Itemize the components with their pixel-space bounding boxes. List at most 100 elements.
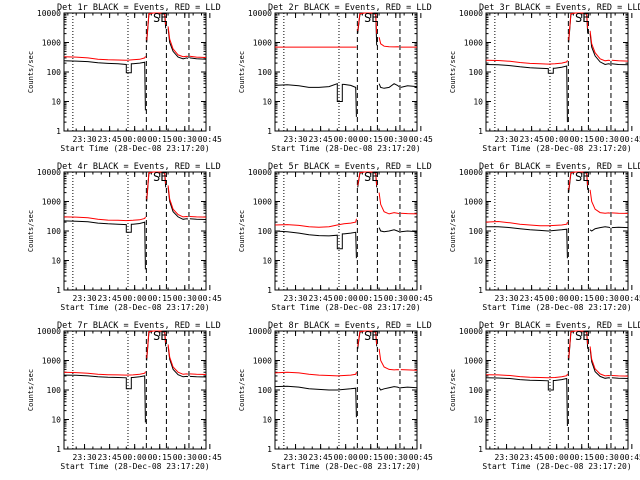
x-axis-label: Start Time (28-Dec-08 23:17:20) [271, 303, 420, 312]
series-line [357, 171, 378, 186]
x-tick-label: 00:15 [359, 294, 383, 303]
series-line [357, 330, 378, 347]
y-tick-label: 100 [258, 227, 273, 236]
x-tick-label: 00:45 [409, 294, 433, 303]
x-axis-label: Start Time (28-Dec-08 23:17:20) [60, 144, 209, 153]
x-tick-label: 23:30 [73, 453, 97, 462]
y-tick-label: 1 [267, 127, 272, 136]
y-tick-label: 10 [262, 416, 272, 425]
panel-title: Det 1r BLACK = Events, RED = LLD [57, 3, 221, 13]
y-tick-label: 1 [56, 286, 61, 295]
x-tick-label: 00:00 [545, 294, 569, 303]
x-tick-label: 00:30 [173, 135, 197, 144]
se-marker-label: SE [575, 170, 589, 184]
series-events [63, 12, 207, 111]
series-lld [63, 171, 207, 222]
series-events [274, 171, 418, 259]
series-lld [274, 171, 418, 228]
detector-panel: 1 10 100 1000 10000 23:30 23:45 00:00 00:15 00:30… [238, 162, 433, 312]
series-events [485, 12, 629, 123]
series-line [589, 33, 611, 66]
panel-title: Det 9r BLACK = Events, RED = LLD [479, 321, 640, 331]
panel-title: Det 7r BLACK = Events, RED = LLD [57, 321, 221, 331]
series-line [485, 220, 568, 227]
y-tick-label: 10 [51, 98, 61, 107]
x-tick-label: 00:45 [198, 135, 222, 144]
y-tick-label: 1 [56, 445, 61, 454]
series-line [611, 375, 629, 377]
x-tick-label: 23:30 [284, 453, 308, 462]
x-tick-label: 00:15 [570, 294, 594, 303]
x-tick-label: 00:15 [570, 453, 594, 462]
x-tick-label: 23:30 [284, 294, 308, 303]
x-tick-label: 23:45 [98, 135, 122, 144]
x-tick-label: 23:30 [495, 135, 519, 144]
series-line [378, 83, 400, 89]
series-lld [63, 12, 207, 61]
x-tick-label: 00:30 [173, 453, 197, 462]
series-line [611, 59, 629, 62]
x-tick-label: 23:30 [284, 135, 308, 144]
series-line [274, 218, 357, 228]
x-tick-label: 23:45 [520, 135, 544, 144]
x-tick-label: 00:30 [595, 294, 619, 303]
series-line [189, 216, 207, 218]
y-tick-label: 100 [47, 68, 62, 77]
x-tick-label: 23:45 [309, 135, 333, 144]
detector-panel: 1 10 100 1000 10000 23:30 23:45 00:00 00:15 00:30… [238, 321, 433, 471]
panel-title: Det 6r BLACK = Events, RED = LLD [479, 162, 640, 172]
series-line [146, 330, 167, 359]
x-tick-label: 00:00 [334, 135, 358, 144]
series-lld [274, 330, 418, 377]
x-tick-label: 00:15 [148, 294, 172, 303]
y-tick-label: 1 [478, 127, 483, 136]
series-line [485, 64, 568, 123]
y-tick-label: 10 [262, 98, 272, 107]
x-tick-label: 23:30 [495, 453, 519, 462]
y-axis-label: Counts/sec [238, 369, 246, 411]
series-line [589, 348, 611, 379]
y-tick-label: 10 [51, 416, 61, 425]
plot-frame [63, 12, 207, 132]
y-tick-label: 1000 [464, 198, 483, 207]
series-line [486, 226, 568, 259]
series-line [167, 185, 189, 218]
y-tick-label: 10 [473, 257, 483, 266]
series-lld [485, 12, 629, 65]
series-line [400, 230, 418, 233]
y-axis-label: Counts/sec [449, 51, 457, 93]
series-line [189, 373, 207, 375]
y-tick-label: 100 [469, 386, 484, 395]
se-marker-label: SE [575, 329, 589, 343]
y-tick-label: 10000 [37, 327, 61, 336]
detector-panel: 1 10 100 1000 10000 23:30 23:45 00:00 00:15 00:30… [27, 321, 222, 471]
series-line [167, 346, 189, 378]
series-line [400, 212, 418, 215]
series-events [486, 171, 629, 259]
series-line [378, 227, 400, 233]
series-line [568, 171, 589, 190]
series-line [357, 12, 378, 34]
plot-frame [485, 12, 629, 132]
x-tick-label: 00:15 [148, 135, 172, 144]
series-line [568, 12, 589, 41]
series-line [274, 371, 357, 377]
x-tick-label: 00:45 [409, 135, 433, 144]
y-axis-label: Counts/sec [238, 210, 246, 252]
series-line [589, 189, 611, 214]
series-events [274, 330, 418, 418]
x-tick-label: 00:45 [620, 294, 640, 303]
series-line [400, 369, 418, 371]
x-tick-label: 00:30 [384, 135, 408, 144]
series-line [63, 371, 146, 376]
series-lld [485, 171, 629, 227]
series-line [378, 37, 400, 48]
series-events [63, 171, 207, 270]
y-tick-label: 10 [473, 416, 483, 425]
series-line [146, 12, 167, 41]
series-line [189, 218, 207, 220]
y-axis-label: Counts/sec [27, 210, 35, 252]
series-line [589, 30, 611, 62]
series-line [611, 377, 629, 379]
y-tick-label: 10000 [459, 9, 483, 18]
